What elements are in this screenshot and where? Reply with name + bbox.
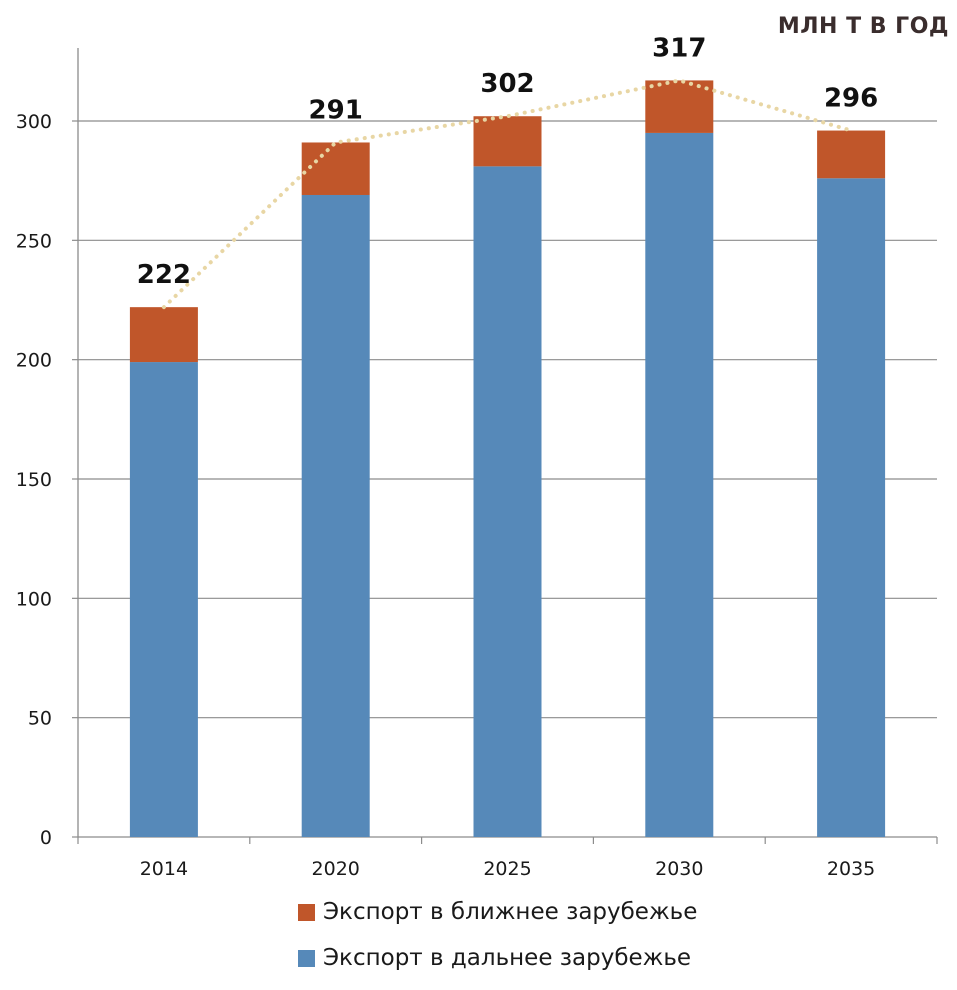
x-tick-label-2020: 2020 [312, 858, 360, 880]
legend-label-near: Экспорт в ближнее зарубежье [323, 899, 698, 925]
y-tick-label-50: 50 [28, 708, 52, 730]
total-label-2030: 317 [652, 33, 706, 63]
x-tick-label-2035: 2035 [827, 858, 875, 880]
bar-far-2020 [301, 194, 370, 837]
total-label-2025: 302 [480, 69, 534, 99]
bar-far-2035 [817, 178, 886, 837]
bar-far-2030 [645, 132, 714, 837]
x-tick-label-2025: 2025 [483, 858, 531, 880]
bar-near-2030 [645, 80, 714, 133]
y-tick-label-100: 100 [16, 588, 52, 610]
bar-near-2025 [473, 116, 542, 167]
total-label-2020: 291 [309, 95, 363, 125]
bar-far-2014 [129, 362, 198, 837]
bar-near-2035 [817, 130, 886, 179]
bar-near-2014 [129, 307, 198, 363]
y-tick-label-300: 300 [16, 111, 52, 133]
x-tick-label-2030: 2030 [655, 858, 703, 880]
total-label-2014: 222 [137, 260, 191, 290]
bar-far-2025 [473, 166, 542, 837]
stacked-bar-chart: 0 50 100 150 200 250 300 2014 2020 2025 2030 2035 22… [16, 33, 938, 880]
legend: Экспорт в ближнее зарубежье Экспорт в да… [298, 898, 697, 990]
legend-swatch-near [298, 903, 315, 921]
legend-item-near: Экспорт в ближнее зарубежье [298, 898, 697, 926]
x-tick-label-2014: 2014 [140, 858, 188, 880]
y-tick-label-250: 250 [16, 230, 52, 252]
unit-label: МЛН Т В ГОД [777, 14, 949, 39]
legend-swatch-far [298, 949, 315, 967]
legend-item-far: Экспорт в дальнее зарубежье [298, 944, 697, 972]
trend-line [161, 78, 854, 310]
y-tick-label-150: 150 [16, 469, 52, 491]
y-tick-label-0: 0 [40, 827, 52, 849]
legend-label-far: Экспорт в дальнее зарубежье [323, 945, 692, 971]
total-label-2035: 296 [824, 84, 878, 114]
y-tick-label-200: 200 [16, 350, 52, 372]
bar-near-2020 [301, 142, 370, 195]
